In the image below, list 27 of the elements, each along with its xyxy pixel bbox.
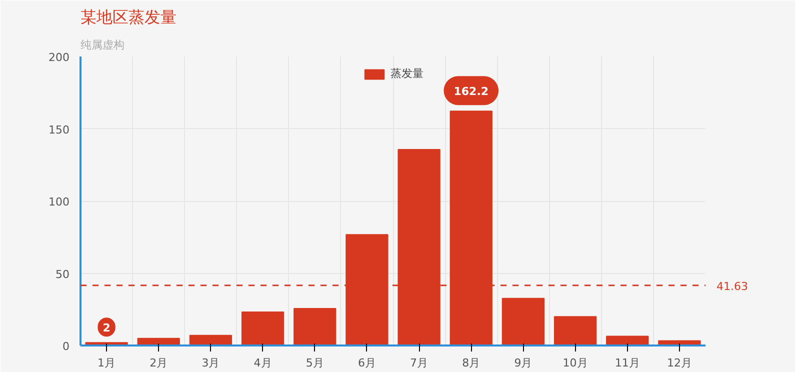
y-tick-label: 200 — [48, 51, 70, 64]
y-tick-label: 50 — [56, 268, 70, 281]
x-tick-label: 3月 — [202, 356, 220, 370]
bar — [241, 311, 284, 346]
x-tick-label: 1月 — [98, 356, 116, 370]
annotation: 162.2 — [454, 85, 489, 98]
chart-title: 某地区蒸发量 — [80, 8, 176, 26]
x-tick-label: 10月 — [562, 356, 588, 370]
y-tick-label: 100 — [48, 196, 70, 208]
chart-subtitle: 纯属虚构 — [80, 38, 124, 52]
bar — [502, 298, 545, 346]
y-tick-label: 0 — [62, 340, 70, 353]
x-tick-label: 12月 — [666, 356, 692, 370]
x-tick-label: 5月 — [306, 356, 324, 370]
bar — [554, 316, 597, 346]
annotation: 2 — [102, 322, 110, 335]
y-tick-label: 150 — [48, 123, 70, 136]
legend-label: 蒸发量 — [390, 66, 424, 81]
x-tick-label: 8月 — [462, 356, 480, 370]
bar — [294, 308, 336, 346]
x-tick-label: 9月 — [514, 356, 532, 370]
x-tick-label: 4月 — [254, 356, 272, 370]
x-tick-label: 2月 — [150, 356, 168, 370]
x-tick-label: 6月 — [358, 356, 376, 370]
ref-line-label: 41.63 — [716, 280, 748, 293]
x-tick-label: 11月 — [614, 356, 640, 370]
x-tick-label: 7月 — [410, 356, 428, 370]
